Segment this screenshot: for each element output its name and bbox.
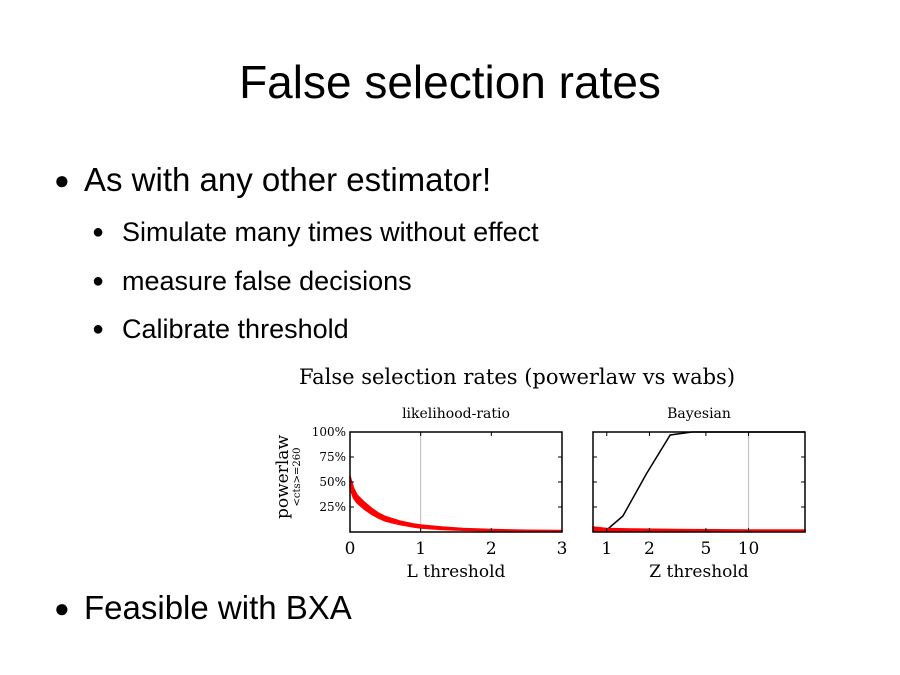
row-label: powerlaw — [273, 435, 293, 519]
bullet-text: As with any other estimator! — [84, 161, 492, 198]
false-selection-chart: False selection rates (powerlaw vs wabs)… — [273, 365, 806, 582]
sub-bullet-item: ● Calibrate threshold — [92, 312, 349, 346]
panel-title: Bayesian — [667, 406, 731, 422]
series-band-red — [592, 526, 806, 533]
series-line-black — [592, 431, 805, 532]
sub-bullet-item: ● measure false decisions — [92, 264, 412, 298]
x-axis-label: Z threshold — [649, 562, 749, 582]
bullet-dot-icon: ● — [54, 593, 70, 623]
panel-title: likelihood-ratio — [402, 406, 510, 422]
bullet-text: Feasible with BXA — [84, 589, 352, 626]
x-tick-label: 3 — [557, 539, 568, 559]
row-sublabel: <cts>=260 — [292, 448, 303, 507]
bullet-dot-icon: ● — [92, 221, 105, 243]
bullet-dot-icon: ● — [92, 270, 105, 292]
x-tick-label: 2 — [486, 539, 497, 559]
x-tick-label: 2 — [644, 539, 655, 559]
chart-panel-0: 100% 75% 50% 25% 0 1 2 3 likelihood-ratio L thres… — [312, 406, 568, 582]
bullet-item: ● Feasible with BXA — [54, 588, 352, 628]
slide-title: False selection rates — [239, 56, 661, 108]
y-tick-label: 100% — [312, 425, 346, 439]
series-band-red — [349, 475, 563, 533]
y-tick-label: 50% — [319, 475, 346, 489]
sub-bullet-item: ● Simulate many times without effect — [92, 215, 539, 249]
x-tick-label: 1 — [415, 539, 426, 559]
sub-bullet-text: Calibrate threshold — [122, 314, 349, 344]
sub-bullet-text: Simulate many times without effect — [122, 217, 539, 247]
y-tick-label: 25% — [319, 500, 346, 514]
bullet-item: ● As with any other estimator! — [54, 160, 492, 200]
plot-frame — [592, 431, 806, 533]
x-tick-label: 10 — [738, 539, 760, 559]
x-tick-label: 0 — [345, 539, 356, 559]
bullet-dot-icon: ● — [92, 318, 105, 340]
x-tick-label: 5 — [700, 539, 711, 559]
sub-bullet-text: measure false decisions — [122, 266, 412, 296]
y-tick-label: 75% — [319, 450, 346, 464]
chart-title: False selection rates (powerlaw vs wabs) — [299, 365, 735, 389]
x-axis-label: L threshold — [407, 562, 506, 582]
x-tick-label: 1 — [601, 539, 612, 559]
chart-panel-1: 1 2 5 10 Bayesian Z threshold — [592, 406, 806, 582]
bullet-dot-icon: ● — [54, 165, 70, 195]
